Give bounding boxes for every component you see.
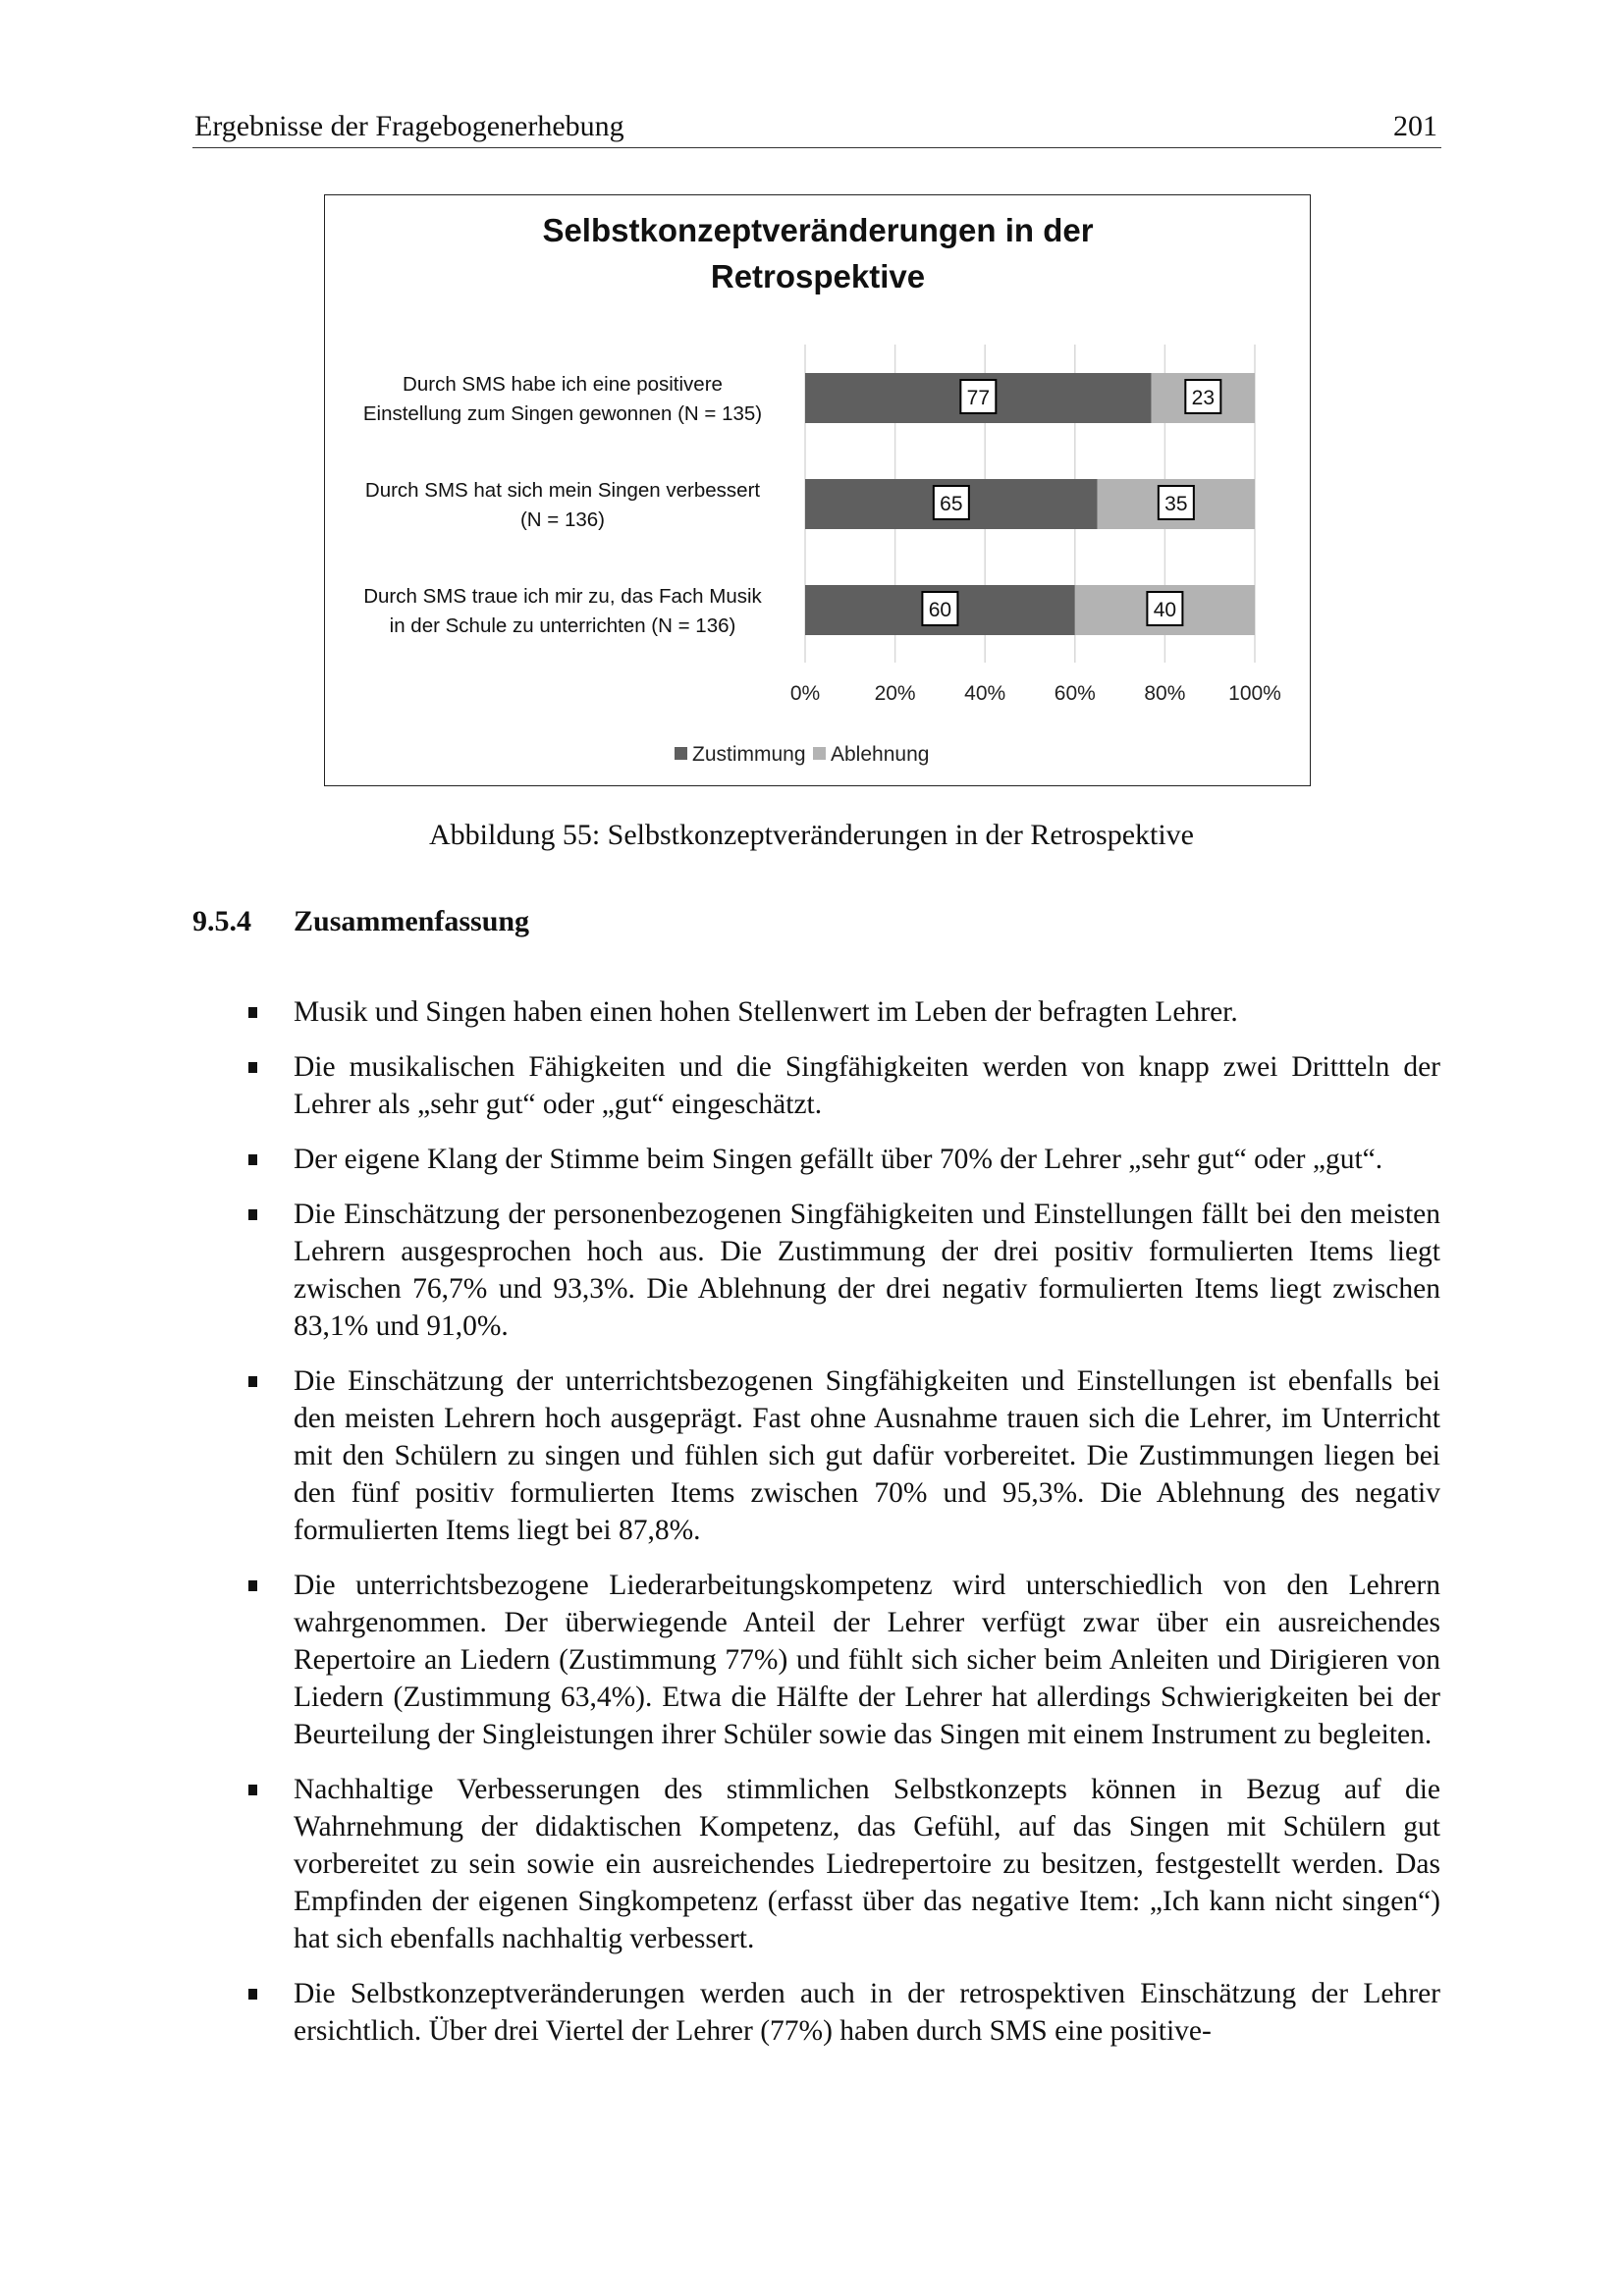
section-number: 9.5.4 bbox=[192, 905, 251, 937]
data-label: 60 bbox=[929, 599, 951, 621]
data-label-box bbox=[959, 379, 998, 414]
data-label: 40 bbox=[1154, 599, 1176, 621]
bullet-square-icon bbox=[248, 1580, 257, 1591]
data-label: 23 bbox=[1192, 387, 1215, 409]
list-item: Die Einschätzung der unterrichtsbezogene… bbox=[248, 1362, 1440, 1549]
category-label: Durch SMS traue ich mir zu, das Fach Mus… bbox=[363, 585, 762, 608]
list-item-text: Die unterrichtsbezogene Liederarbeitungs… bbox=[294, 1570, 1440, 1750]
list-item-text: Nachhaltige Verbesserungen des stimmlich… bbox=[294, 1774, 1440, 1954]
x-tick-label: 40% bbox=[964, 682, 1005, 705]
chart-title: Retrospektive bbox=[711, 258, 925, 294]
bullet-square-icon bbox=[248, 1154, 257, 1165]
bullet-square-icon bbox=[248, 1007, 257, 1018]
x-tick-label: 60% bbox=[1055, 682, 1096, 705]
chart-title: Selbstkonzeptveränderungen in der bbox=[542, 212, 1093, 248]
x-tick-label: 100% bbox=[1228, 682, 1281, 705]
legend-swatch-zustimmung bbox=[675, 747, 687, 760]
legend-label: Zustimmung bbox=[692, 743, 806, 766]
list-item: Nachhaltige Verbesserungen des stimmlich… bbox=[248, 1771, 1440, 1957]
header-title: Ergebnisse der Fragebogenerhebung bbox=[194, 110, 624, 142]
category-label: Durch SMS habe ich eine positivere bbox=[403, 373, 723, 396]
summary-list: Musik und Singen haben einen hohen Stell… bbox=[248, 993, 1440, 2067]
list-item: Die Selbstkonzeptveränderungen werden au… bbox=[248, 1975, 1440, 2050]
list-item-text: Der eigene Klang der Stimme beim Singen … bbox=[294, 1144, 1383, 1175]
bullet-square-icon bbox=[248, 1785, 257, 1795]
data-label: 65 bbox=[940, 493, 962, 515]
x-tick-label: 0% bbox=[790, 682, 820, 705]
legend-swatch-ablehnung bbox=[813, 747, 826, 760]
stacked-bar-chart: Selbstkonzeptveränderungen in der Retrosp… bbox=[363, 212, 1281, 766]
category-label: in der Schule zu unterrichten (N = 136) bbox=[390, 614, 736, 637]
x-tick-label: 20% bbox=[875, 682, 916, 705]
section-heading: 9.5.4 Zusammenfassung bbox=[192, 905, 529, 938]
data-label-box bbox=[1146, 591, 1184, 626]
bullet-square-icon bbox=[248, 1209, 257, 1220]
chart-frame: Selbstkonzeptveränderungen in der Retrosp… bbox=[324, 194, 1311, 786]
list-item: Die musikalischen Fähigkeiten und die Si… bbox=[248, 1048, 1440, 1123]
category-label: Einstellung zum Singen gewonnen (N = 135… bbox=[363, 402, 762, 425]
data-label-box bbox=[932, 485, 970, 520]
list-item: Musik und Singen haben einen hohen Stell… bbox=[248, 993, 1440, 1031]
running-header: Ergebnisse der Fragebogenerhebung 201 bbox=[192, 108, 1441, 148]
data-label-box bbox=[1184, 379, 1222, 414]
list-item-text: Die Einschätzung der personenbezogenen S… bbox=[294, 1199, 1440, 1342]
list-item-text: Die Selbstkonzeptveränderungen werden au… bbox=[294, 1978, 1440, 2047]
page-number: 201 bbox=[1393, 110, 1437, 142]
category-label: (N = 136) bbox=[520, 508, 605, 531]
data-label-box bbox=[921, 591, 959, 626]
figure-caption: Abbildung 55: Selbstkonzeptveränderungen… bbox=[429, 819, 1194, 851]
legend-label: Ablehnung bbox=[831, 743, 929, 766]
category-label: Durch SMS hat sich mein Singen verbesser… bbox=[365, 479, 761, 502]
list-item-text: Die Einschätzung der unterrichtsbezogene… bbox=[294, 1365, 1440, 1546]
data-label-box bbox=[1157, 485, 1195, 520]
list-item-text: Musik und Singen haben einen hohen Stell… bbox=[294, 996, 1238, 1028]
data-label: 77 bbox=[967, 387, 990, 409]
data-label: 35 bbox=[1164, 493, 1187, 515]
bullet-square-icon bbox=[248, 1376, 257, 1387]
list-item: Der eigene Klang der Stimme beim Singen … bbox=[248, 1141, 1440, 1178]
list-item-text: Die musikalischen Fähigkeiten und die Si… bbox=[294, 1051, 1440, 1120]
x-tick-label: 80% bbox=[1144, 682, 1185, 705]
bullet-square-icon bbox=[248, 1062, 257, 1073]
list-item: Die unterrichtsbezogene Liederarbeitungs… bbox=[248, 1567, 1440, 1753]
bullet-square-icon bbox=[248, 1989, 257, 2000]
list-item: Die Einschätzung der personenbezogenen S… bbox=[248, 1196, 1440, 1345]
section-title: Zusammenfassung bbox=[294, 905, 530, 937]
